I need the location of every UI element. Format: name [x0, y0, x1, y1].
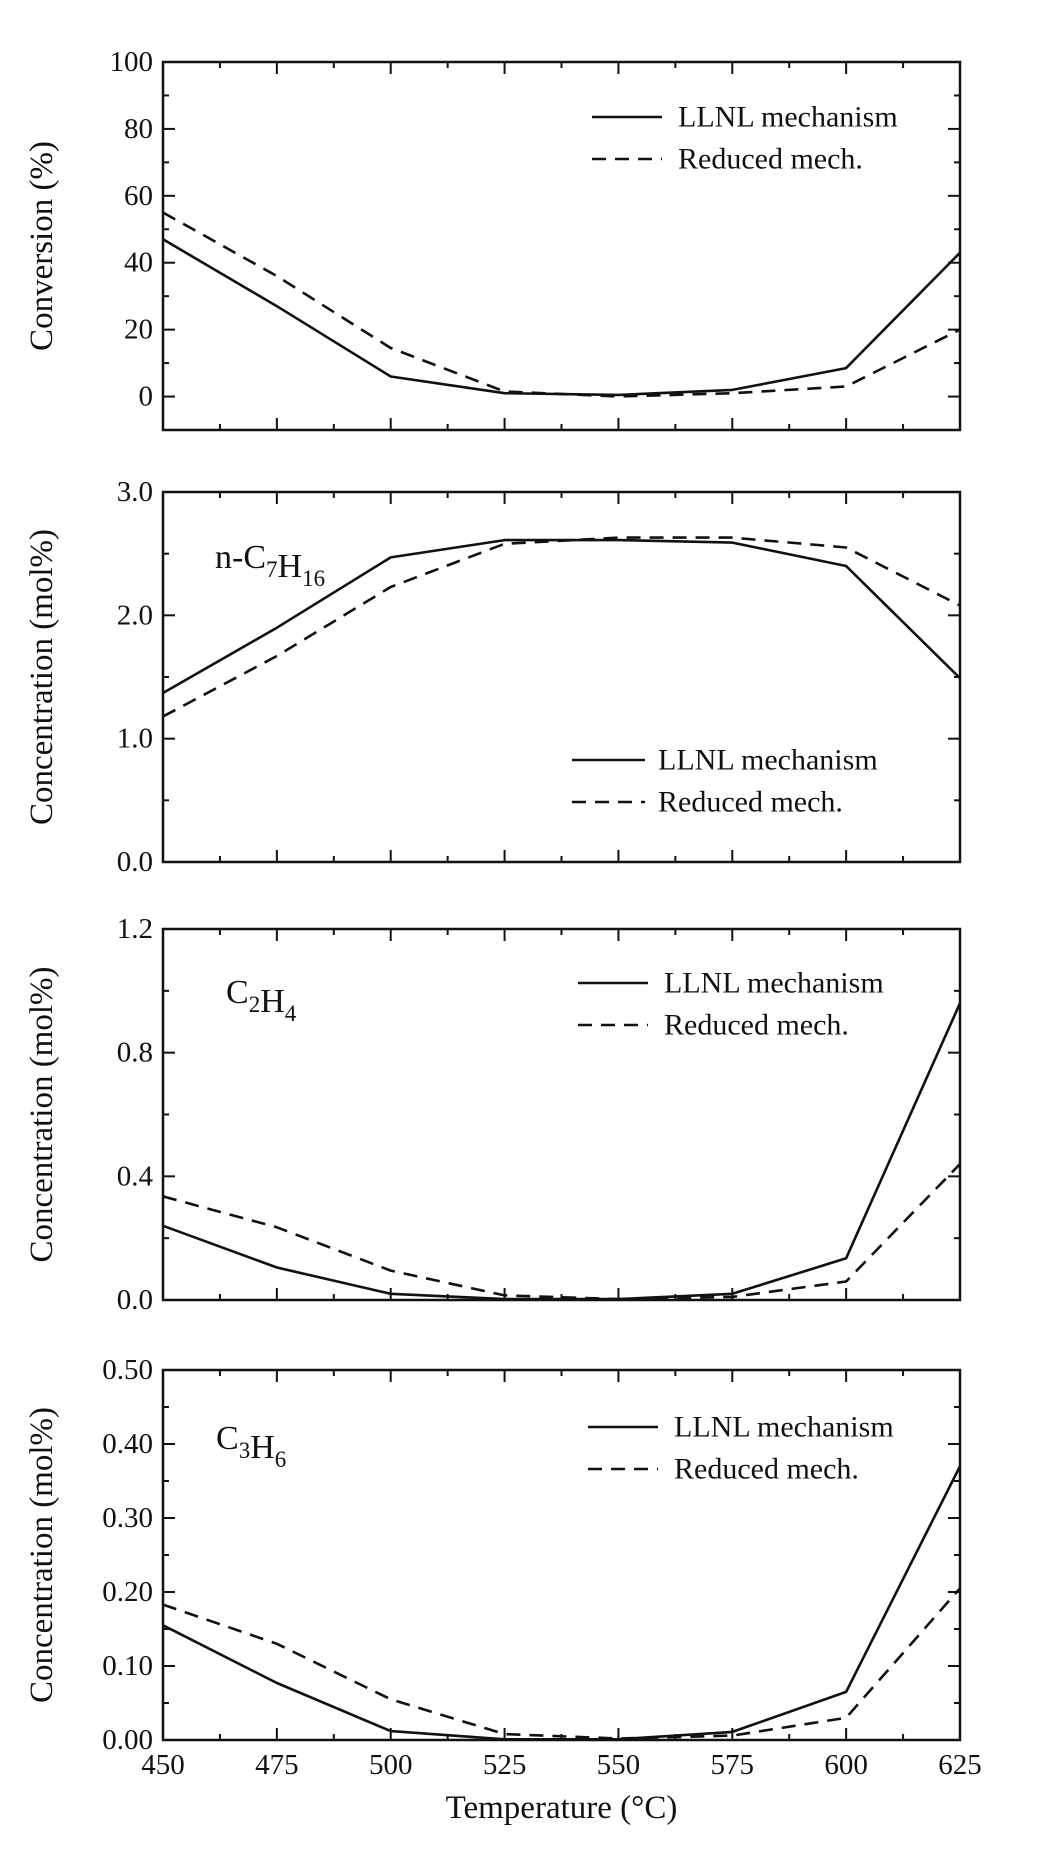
series-line-reduced-mech	[163, 1163, 960, 1300]
y-tick-label: 60	[124, 180, 153, 212]
y-tick-label: 1.2	[117, 913, 153, 945]
y-tick-label: 0.20	[102, 1576, 153, 1608]
series-line-reduced-mech	[163, 211, 960, 398]
series-line-reduced-mech	[163, 1587, 960, 1740]
legend-label: LLNL mechanism	[674, 1411, 894, 1444]
x-tick-label: 600	[824, 1749, 868, 1781]
panel-4: 0.00 0.10 0.20 0.30 0.40 0.50 Concentration (m…	[24, 1354, 982, 1826]
y-tick-label: 0.50	[102, 1354, 153, 1386]
x-tick-label: 625	[938, 1749, 982, 1781]
species-annotation: C3H6	[216, 1420, 286, 1472]
series-line-reduced-mech	[163, 536, 960, 718]
series-line-llnl-mechanism	[163, 238, 960, 397]
x-tick-label: 500	[369, 1749, 413, 1781]
x-tick-label: 550	[597, 1749, 641, 1781]
legend-label: LLNL mechanism	[664, 967, 884, 1000]
y-tick-label: 100	[110, 46, 154, 78]
panel-2: 0.0 1.0 2.0 3.0 Concentration (mol%) LLNL mec…	[24, 476, 962, 878]
x-tick-label: 575	[711, 1749, 755, 1781]
y-tick-label: 3.0	[117, 476, 153, 508]
legend: LLNL mechanism Reduced mech.	[592, 101, 898, 176]
legend-label: Reduced mech.	[664, 1009, 849, 1042]
y-axis-label: Concentration (mol%)	[24, 966, 60, 1262]
x-tick-label: 525	[483, 1749, 527, 1781]
y-tick-label: 0.0	[117, 1284, 153, 1316]
species-annotation: C2H4	[226, 974, 297, 1026]
y-tick-label: 0.8	[117, 1037, 153, 1069]
legend: LLNL mechanism Reduced mech.	[578, 967, 884, 1042]
y-axis-label: Conversion (%)	[24, 141, 60, 351]
series-line-llnl-mechanism	[163, 1002, 960, 1300]
legend: LLNL mechanism Reduced mech.	[572, 744, 878, 819]
legend-label: Reduced mech.	[678, 143, 863, 176]
y-axis-label: Concentration (mol%)	[24, 1407, 60, 1703]
y-tick-label: 80	[124, 113, 153, 145]
legend-label: Reduced mech.	[674, 1453, 859, 1486]
y-axis-label: Concentration (mol%)	[24, 529, 60, 825]
panel-1: 0 20 40 60 80 100 Conversion (%) LLNL mechanism…	[24, 46, 962, 432]
y-tick-label: 0.00	[102, 1724, 153, 1756]
series-line-llnl-mechanism	[163, 1465, 960, 1740]
y-tick-label: 40	[124, 247, 153, 279]
y-tick-label: 2.0	[117, 599, 153, 631]
y-tick-label: 0.0	[117, 846, 153, 878]
legend-label: LLNL mechanism	[658, 744, 878, 777]
y-tick-label: 1.0	[117, 723, 153, 755]
y-tick-label: 0.10	[102, 1650, 153, 1682]
x-tick-label: 450	[141, 1749, 185, 1781]
y-tick-label: 0	[139, 381, 154, 413]
legend: LLNL mechanism Reduced mech.	[588, 1411, 894, 1486]
species-annotation: n-C7H16	[215, 539, 325, 591]
legend-label: Reduced mech.	[658, 786, 843, 819]
x-tick-label: 475	[255, 1749, 299, 1781]
y-tick-label: 0.30	[102, 1502, 153, 1534]
y-tick-label: 0.4	[117, 1160, 154, 1192]
panel-3: 0.0 0.4 0.8 1.2 Concentration (mol%) LLNL mec…	[24, 913, 962, 1316]
y-tick-label: 20	[124, 314, 153, 346]
legend-label: LLNL mechanism	[678, 101, 898, 134]
x-axis-label: Temperature (°C)	[446, 1790, 678, 1826]
y-tick-label: 0.40	[102, 1428, 153, 1460]
